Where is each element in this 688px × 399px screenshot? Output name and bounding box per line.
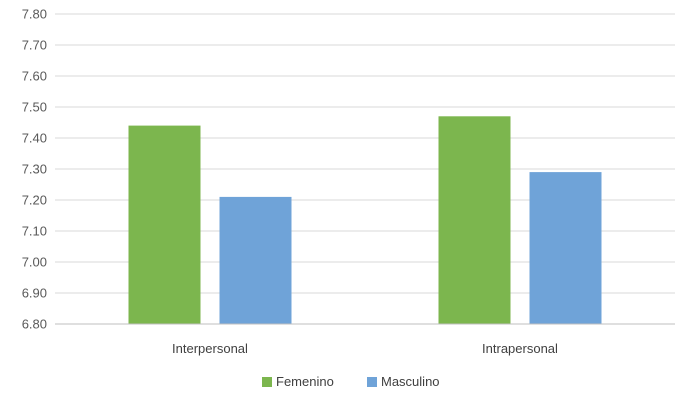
x-category-label: Interpersonal [172,341,248,356]
y-axis-tick-labels: 6.80 6.90 7.00 7.10 7.20 7.30 7.40 7.50 7.60 7.70… [22,7,47,332]
bar-femenino-interpersonal [128,125,201,324]
legend-swatch-femenino [262,377,272,387]
x-axis-category-labels: Interpersonal Intrapersonal [172,341,558,356]
legend: Femenino Masculino [262,374,440,389]
bar-masculino-interpersonal [219,196,292,324]
y-tick-label: 7.00 [22,255,47,270]
legend-swatch-masculino [367,377,377,387]
x-category-label: Intrapersonal [482,341,558,356]
y-tick-label: 7.50 [22,100,47,115]
y-tick-label: 7.70 [22,38,47,53]
y-tick-label: 7.30 [22,162,47,177]
bars [128,116,602,324]
bar-masculino-intrapersonal [529,172,602,324]
y-tick-label: 6.90 [22,286,47,301]
legend-label-masculino: Masculino [381,374,440,389]
y-tick-label: 7.20 [22,193,47,208]
y-tick-label: 7.80 [22,7,47,22]
y-tick-label: 7.60 [22,69,47,84]
y-tick-label: 6.80 [22,317,47,332]
legend-label-femenino: Femenino [276,374,334,389]
y-tick-label: 7.40 [22,131,47,146]
bar-femenino-intrapersonal [438,116,511,324]
y-tick-label: 7.10 [22,224,47,239]
